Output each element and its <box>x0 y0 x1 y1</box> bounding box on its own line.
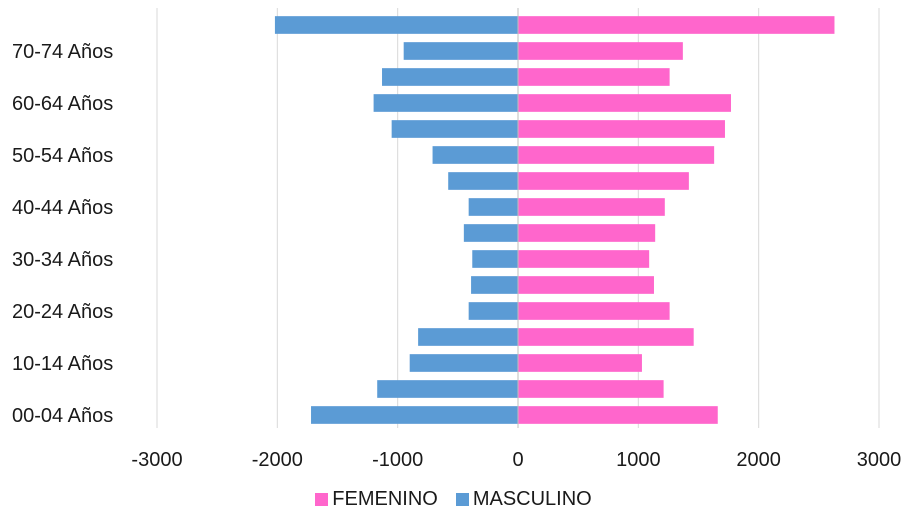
bar-masculino <box>448 172 518 190</box>
bar-femenino <box>518 354 642 372</box>
legend-label-femenino: FEMENINO <box>332 488 438 510</box>
bar-femenino <box>518 146 715 164</box>
bar-femenino <box>518 302 670 320</box>
bar-femenino <box>518 276 654 294</box>
legend-swatch-masculino <box>455 493 469 506</box>
bar-masculino <box>468 198 518 216</box>
y-tick-label: 70-74 Años <box>12 41 113 63</box>
bar-femenino <box>518 94 731 112</box>
x-tick-label: 2000 <box>736 449 781 471</box>
bar-masculino <box>403 42 518 60</box>
bar-masculino <box>471 276 518 294</box>
chart-canvas: 00-04 Años 10-14 Años 20-24 Años 30-34 Años… <box>12 8 902 471</box>
bar-femenino <box>518 172 689 190</box>
bar-masculino <box>391 120 518 138</box>
x-tick-label: -3000 <box>131 449 182 471</box>
bar-masculino <box>373 94 518 112</box>
bar-masculino <box>377 380 518 398</box>
bar-femenino <box>518 16 835 34</box>
y-tick-label: 00-04 Años <box>12 405 113 427</box>
y-tick-label: 60-64 Años <box>12 93 113 115</box>
bar-femenino <box>518 380 664 398</box>
x-tick-label: -1000 <box>372 449 423 471</box>
bar-femenino <box>518 250 650 268</box>
bar-femenino <box>518 42 683 60</box>
bar-femenino <box>518 406 718 424</box>
y-tick-label: 10-14 Años <box>12 353 113 375</box>
bar-masculino <box>432 146 518 164</box>
bar-femenino <box>518 328 694 346</box>
bar-femenino <box>518 120 725 138</box>
x-tick-label: 1000 <box>616 449 661 471</box>
bar-masculino <box>463 224 518 242</box>
x-tick-label: 0 <box>512 449 523 471</box>
legend: FEMENINO MASCULINO <box>0 488 907 511</box>
bar-femenino <box>518 68 670 86</box>
bar-masculino <box>274 16 518 34</box>
x-tick-label: -2000 <box>252 449 303 471</box>
x-tick-label: 3000 <box>857 449 902 471</box>
bar-masculino <box>409 354 518 372</box>
y-tick-label: 40-44 Años <box>12 197 113 219</box>
legend-item-femenino: FEMENINO <box>315 488 438 511</box>
legend-swatch-femenino <box>315 493 329 506</box>
y-tick-label: 30-34 Años <box>12 249 113 271</box>
y-tick-label: 20-24 Años <box>12 301 113 323</box>
bar-masculino <box>382 68 518 86</box>
y-tick-label: 50-54 Años <box>12 145 113 167</box>
bar-masculino <box>418 328 518 346</box>
bar-masculino <box>468 302 518 320</box>
bar-masculino <box>472 250 518 268</box>
legend-item-masculino: MASCULINO <box>455 488 592 511</box>
bar-masculino <box>311 406 518 424</box>
bar-femenino <box>518 198 665 216</box>
legend-label-masculino: MASCULINO <box>472 488 592 510</box>
bar-femenino <box>518 224 656 242</box>
